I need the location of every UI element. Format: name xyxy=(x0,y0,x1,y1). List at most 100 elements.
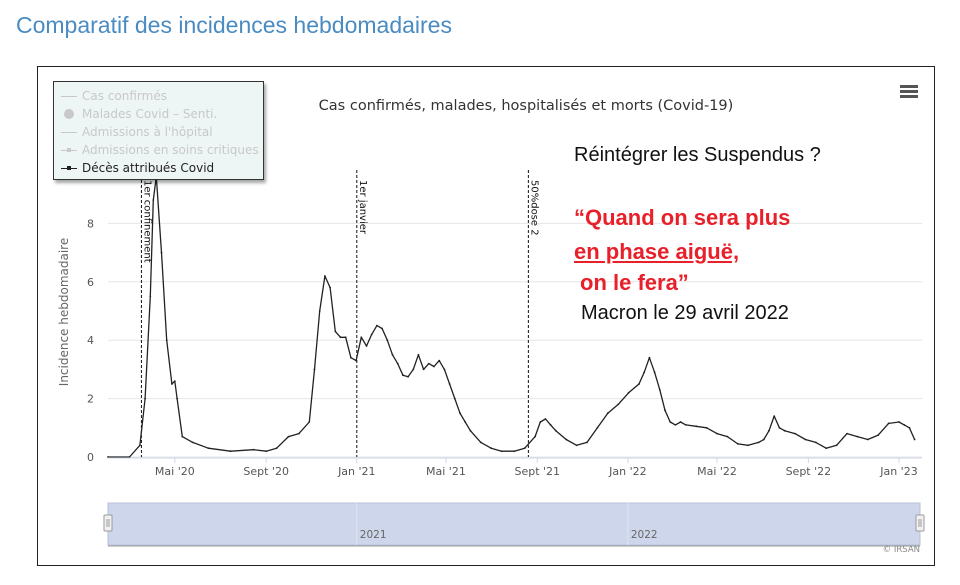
series-point xyxy=(407,375,409,378)
series-point xyxy=(318,310,321,312)
legend-symbol-icon xyxy=(60,91,78,101)
series-point xyxy=(469,429,472,432)
y-tick-label: 8 xyxy=(87,217,94,230)
series-point xyxy=(846,432,848,435)
series-point xyxy=(674,424,677,426)
series-point xyxy=(762,438,765,441)
x-tick-label: Mai '22 xyxy=(697,465,737,478)
legend-item[interactable]: Malades Covid – Senti. xyxy=(60,105,217,123)
annotation-question: Réintégrer les Suspendus ? xyxy=(574,144,821,166)
series-point xyxy=(638,383,640,385)
credit-label: © IRSAN xyxy=(883,545,920,555)
series-point xyxy=(664,409,666,412)
series-point xyxy=(768,429,770,432)
y-tick-label: 6 xyxy=(87,276,94,289)
series-point xyxy=(334,330,337,333)
event-layer: 1er confinement 1er janvier 50%dose 2 xyxy=(140,170,539,457)
series-point xyxy=(523,447,526,450)
series-point xyxy=(539,421,542,423)
series-point xyxy=(176,397,179,400)
series-point xyxy=(736,443,739,445)
navigator-year-label: 2021 xyxy=(360,529,387,541)
series-point xyxy=(804,438,807,441)
series-point xyxy=(679,421,682,423)
y-axis-label: Incidence hebdomadaire xyxy=(57,238,71,386)
series-point xyxy=(207,447,210,450)
series-point xyxy=(627,391,630,394)
event-label: 1er janvier xyxy=(357,180,368,235)
legend-label: Décès attribués Covid xyxy=(82,161,215,175)
legend-symbol-icon xyxy=(60,145,78,155)
y-tick-label: 4 xyxy=(87,334,94,347)
x-tick-label: Sept '20 xyxy=(243,465,289,478)
x-tick-label: Mai '21 xyxy=(426,465,466,478)
series-point xyxy=(344,336,347,339)
series-point xyxy=(360,336,363,339)
series-point xyxy=(534,435,536,438)
series-point xyxy=(453,397,456,400)
x-tick-label: Jan '21 xyxy=(337,465,375,478)
series-point xyxy=(298,432,300,435)
series-point xyxy=(139,444,141,447)
series-point xyxy=(575,444,578,447)
annotation-attribution: Macron le 29 avril 2022 xyxy=(581,302,789,324)
grid-layer xyxy=(108,222,922,458)
series-point xyxy=(329,286,331,289)
legend-item[interactable]: Décès attribués Covid xyxy=(60,159,214,177)
series-point xyxy=(152,199,155,201)
series-point xyxy=(308,421,311,423)
series-point xyxy=(913,438,916,441)
legend-label: Admissions à l'hôpital xyxy=(82,125,213,139)
series-point xyxy=(438,359,441,362)
navigator-layer: 2021 2022 xyxy=(103,502,925,547)
series-point xyxy=(653,371,656,374)
x-tick-label: Sept '22 xyxy=(786,465,832,478)
series-point xyxy=(173,380,176,382)
series-point xyxy=(596,426,599,429)
series-point xyxy=(490,447,493,450)
legend-label: Cas confirmés xyxy=(82,89,167,103)
series-point xyxy=(554,429,557,432)
series-point xyxy=(757,441,760,444)
legend: Cas confirmés Malades Covid – Senti. Admis… xyxy=(53,81,264,180)
series-point xyxy=(181,435,184,438)
series-point xyxy=(814,441,817,444)
x-tick-label: Jan '23 xyxy=(879,465,917,478)
series-point xyxy=(464,421,467,423)
series-point xyxy=(908,426,911,429)
series-point xyxy=(265,450,268,453)
legend-symbol-icon xyxy=(60,163,78,173)
series-point xyxy=(549,424,552,426)
series-point xyxy=(324,275,326,277)
series-point xyxy=(726,435,729,438)
series-point xyxy=(695,425,698,428)
legend-label: Admissions en soins critiques xyxy=(82,143,259,157)
series-point xyxy=(606,412,609,415)
legend-item[interactable]: Cas confirmés xyxy=(60,87,167,105)
navigator-handle-left[interactable] xyxy=(103,514,113,532)
series-point xyxy=(648,356,651,359)
legend-item[interactable]: Admissions à l'hôpital xyxy=(60,123,213,141)
legend-item[interactable]: Admissions en soins critiques xyxy=(60,141,259,159)
series-point xyxy=(825,447,828,450)
series-line xyxy=(108,176,916,458)
hamburger-menu-icon[interactable] xyxy=(900,85,918,99)
legend-label: Malades Covid – Senti. xyxy=(82,107,218,121)
y-tick-label: 2 xyxy=(87,393,94,406)
event-label: 1er confinement xyxy=(141,180,152,263)
series-point xyxy=(643,371,646,374)
series-point xyxy=(412,368,415,371)
legend-symbol-icon xyxy=(60,109,78,119)
navigator-handle-right[interactable] xyxy=(915,514,925,532)
series-point xyxy=(149,295,152,298)
series-point xyxy=(339,336,342,339)
series-point xyxy=(448,383,451,385)
series-point xyxy=(716,432,718,435)
series-point xyxy=(705,426,708,429)
series-point xyxy=(778,426,781,429)
series-point xyxy=(479,441,482,444)
annotation-quote-line1: “Quand on sera plus xyxy=(574,205,791,230)
x-tick-label: Jan '22 xyxy=(608,465,646,478)
series-point xyxy=(544,418,547,420)
